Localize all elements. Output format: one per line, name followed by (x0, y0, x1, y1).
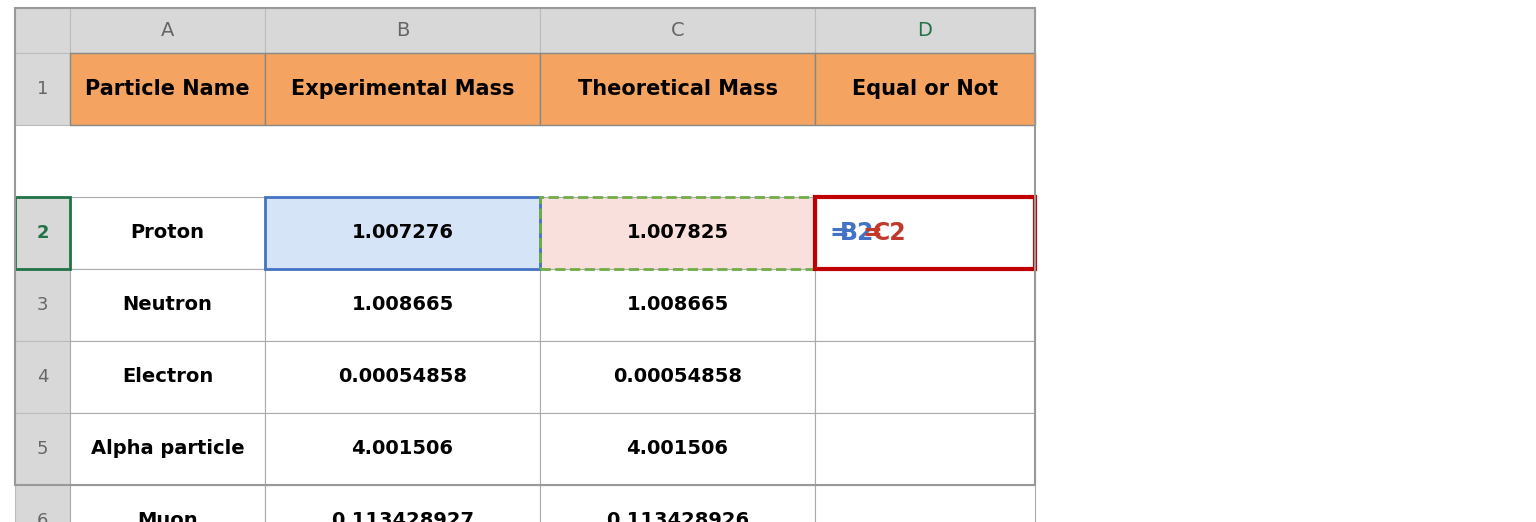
Bar (541, 8, 816, 53)
Bar (15, 8, 1035, 485)
Bar (266, 413, 541, 485)
Text: C2: C2 (872, 221, 906, 245)
Bar (71, 197, 266, 269)
Bar (15, 8, 71, 53)
Text: Neutron: Neutron (123, 295, 212, 314)
Text: Electron: Electron (121, 367, 214, 386)
Text: 6: 6 (37, 512, 48, 522)
Bar (15, 53, 71, 125)
Bar (541, 197, 816, 269)
Bar (541, 269, 816, 341)
Text: Alpha particle: Alpha particle (91, 440, 244, 458)
Bar (15, 197, 71, 269)
Text: Experimental Mass: Experimental Mass (290, 79, 515, 99)
Bar (816, 341, 1035, 413)
Bar (816, 413, 1035, 485)
Bar (266, 485, 541, 522)
Text: Proton: Proton (131, 223, 204, 243)
Text: Particle Name: Particle Name (84, 79, 250, 99)
Text: 0.113428926: 0.113428926 (605, 512, 750, 522)
Bar (816, 8, 1035, 53)
Text: 0.00054858: 0.00054858 (613, 367, 742, 386)
Text: B2: B2 (840, 221, 874, 245)
Text: 4: 4 (37, 368, 48, 386)
Bar (15, 341, 71, 413)
Bar (541, 197, 816, 269)
Text: =: = (862, 221, 882, 245)
Bar (266, 197, 541, 269)
Text: A: A (161, 21, 174, 40)
Bar (266, 269, 541, 341)
Text: B: B (396, 21, 409, 40)
Bar (15, 413, 71, 485)
Text: 4.001506: 4.001506 (352, 440, 453, 458)
Bar (541, 485, 816, 522)
Text: 0.00054858: 0.00054858 (338, 367, 467, 386)
Bar (266, 53, 541, 125)
Text: 1.007276: 1.007276 (352, 223, 453, 243)
Bar (15, 269, 71, 341)
Text: 1.007825: 1.007825 (627, 223, 728, 243)
Text: 3: 3 (37, 296, 48, 314)
Bar (816, 197, 1035, 269)
Text: 1: 1 (37, 80, 48, 98)
Bar (541, 413, 816, 485)
Text: Equal or Not: Equal or Not (852, 79, 998, 99)
Bar (71, 413, 266, 485)
Text: 2: 2 (37, 224, 49, 242)
Text: =: = (829, 221, 849, 245)
Text: Theoretical Mass: Theoretical Mass (578, 79, 777, 99)
Bar (71, 8, 266, 53)
Bar (816, 53, 1035, 125)
Text: D: D (917, 21, 932, 40)
Text: 4.001506: 4.001506 (627, 440, 728, 458)
Bar (266, 341, 541, 413)
Bar (71, 269, 266, 341)
Bar (71, 341, 266, 413)
Text: 0.113428927: 0.113428927 (330, 512, 475, 522)
Bar (266, 197, 541, 269)
Text: 1.008665: 1.008665 (627, 295, 728, 314)
Text: 5: 5 (37, 440, 48, 458)
Text: C: C (671, 21, 685, 40)
Bar (15, 197, 71, 269)
Bar (71, 485, 266, 522)
Bar (15, 485, 71, 522)
Bar (816, 485, 1035, 522)
Bar (541, 53, 816, 125)
Bar (541, 341, 816, 413)
Bar (71, 53, 266, 125)
Text: 1.008665: 1.008665 (352, 295, 453, 314)
Text: Muon: Muon (137, 512, 198, 522)
Bar (266, 8, 541, 53)
Bar (816, 269, 1035, 341)
Bar (816, 197, 1035, 269)
